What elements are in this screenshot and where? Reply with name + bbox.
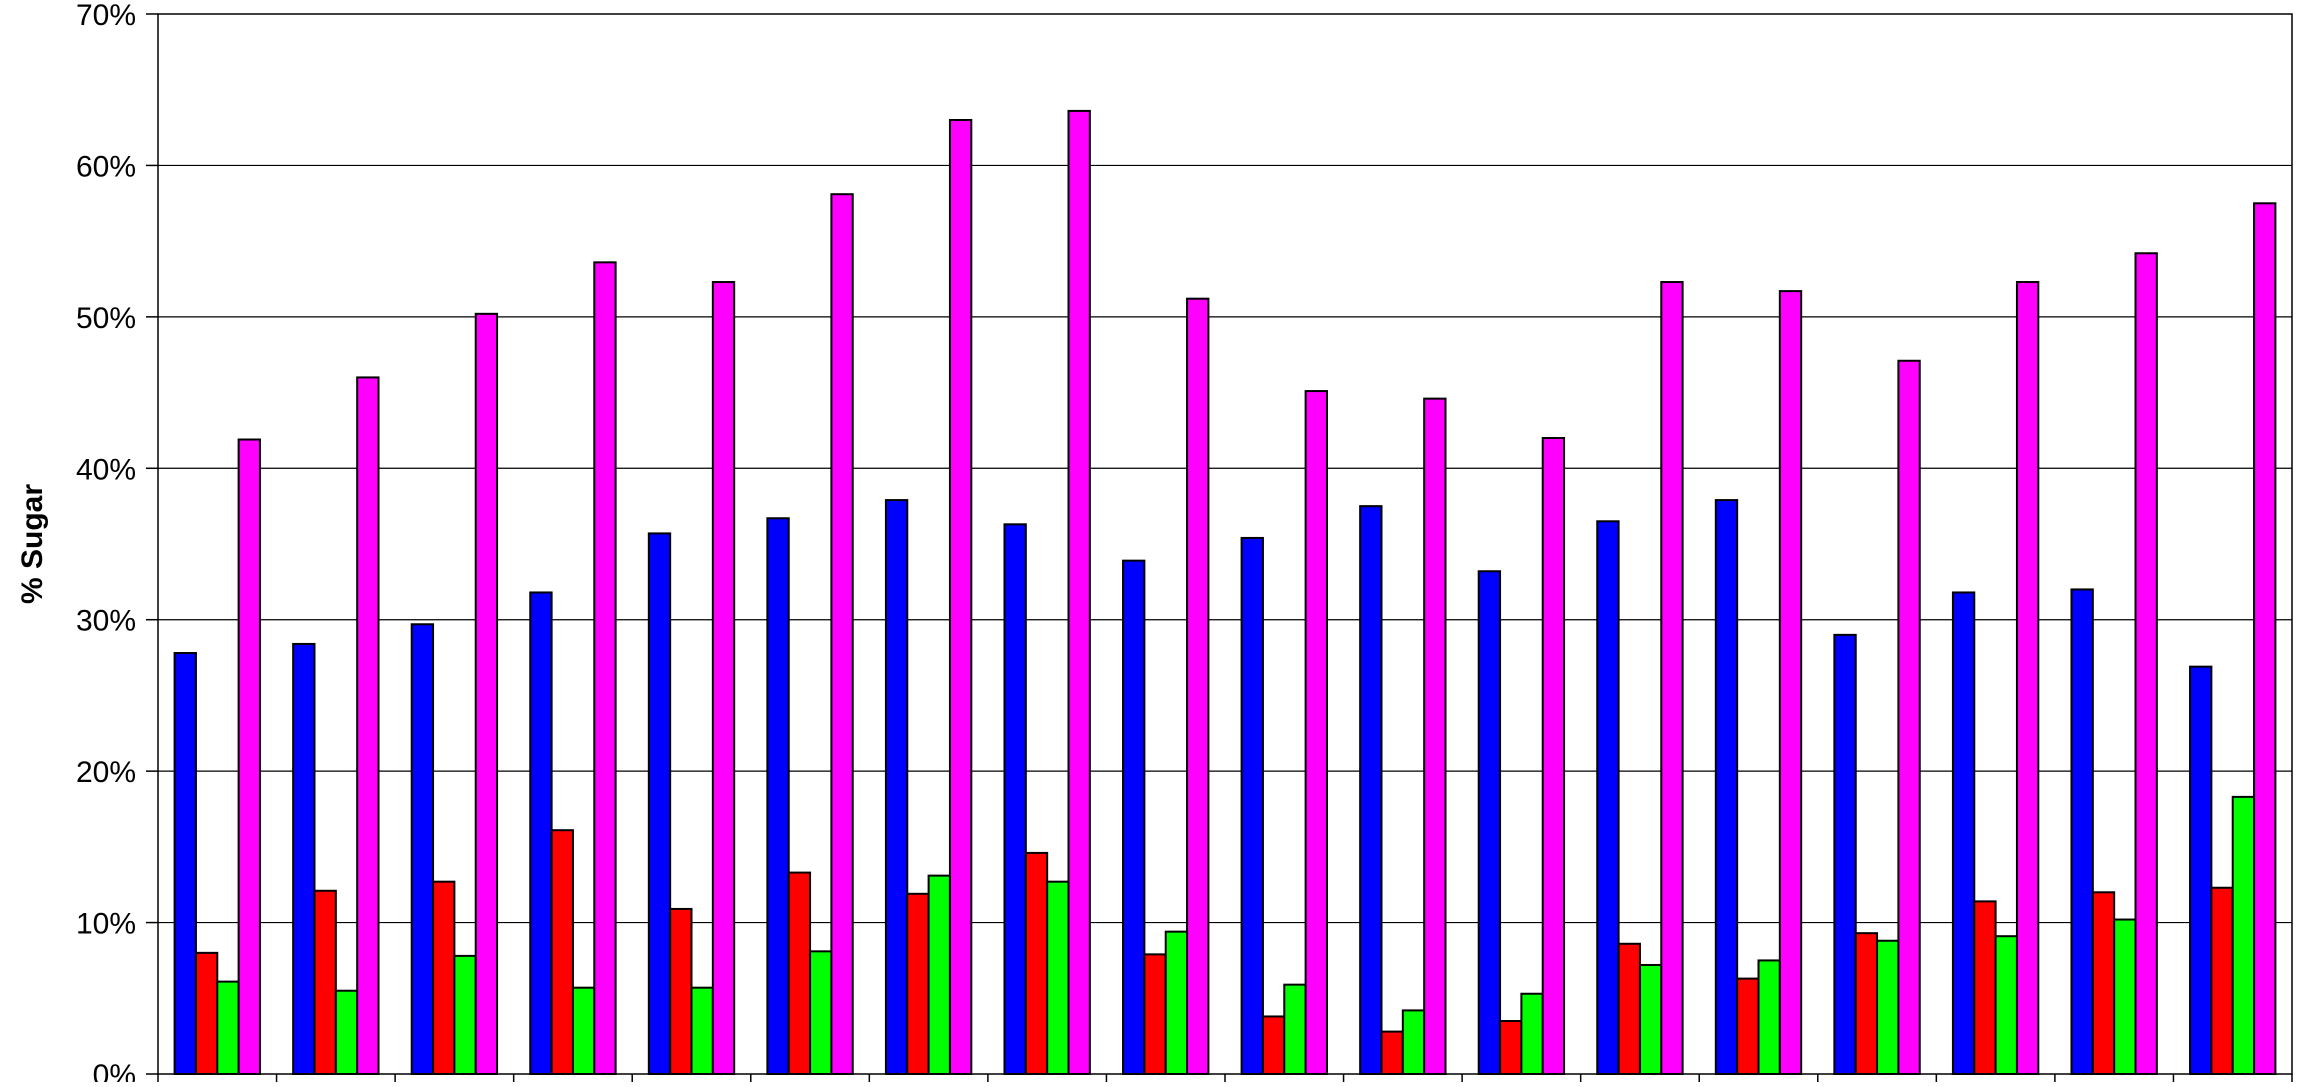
bar [809, 950, 833, 1075]
plot-frame [157, 13, 2293, 1075]
bar [1876, 939, 1900, 1075]
bar [1423, 397, 1447, 1075]
bar [1520, 992, 1544, 1075]
bar [194, 951, 219, 1075]
bar [766, 517, 790, 1075]
bar [1283, 983, 1307, 1076]
bar [690, 986, 714, 1076]
bar [356, 376, 380, 1075]
y-tick-label: 0% [93, 1059, 136, 1082]
bar [593, 261, 617, 1076]
bar [830, 193, 854, 1075]
bar [1973, 900, 1997, 1075]
y-tick-label: 50% [76, 302, 136, 335]
bar [711, 281, 736, 1075]
bar [1660, 281, 1684, 1075]
bar [1122, 559, 1146, 1075]
bar [1304, 390, 1328, 1075]
bar [1186, 297, 1210, 1075]
bar [529, 591, 553, 1075]
y-tick-label: 10% [76, 908, 136, 941]
bar [550, 829, 574, 1076]
bar [1003, 523, 1027, 1075]
bar [1897, 359, 1921, 1075]
bar [1778, 290, 1803, 1076]
bar [1757, 959, 1781, 1076]
bar [1024, 851, 1049, 1076]
bar [884, 499, 909, 1076]
y-tick-label: 20% [76, 756, 136, 789]
bar [2070, 588, 2094, 1076]
bar [1854, 932, 1879, 1076]
y-tick-label: 70% [76, 0, 136, 32]
bar [669, 907, 693, 1076]
y-tick-label: 30% [76, 605, 136, 638]
bar [1736, 977, 1760, 1075]
bar [1401, 1009, 1426, 1076]
bar [453, 954, 477, 1076]
bar [1359, 505, 1383, 1075]
bar [1951, 591, 1976, 1075]
bar [571, 986, 596, 1076]
bar [1261, 1015, 1286, 1076]
bar [2189, 665, 2213, 1076]
bar [292, 642, 316, 1075]
bar [1046, 880, 1070, 1076]
bar [2210, 886, 2234, 1075]
y-axis-label: % Sugar [16, 484, 49, 604]
gridlines [158, 164, 2292, 924]
bar [432, 880, 456, 1076]
bar [216, 980, 240, 1076]
bar [1617, 942, 1641, 1075]
bar [1067, 109, 1091, 1075]
bar [474, 312, 499, 1076]
bar [647, 532, 672, 1075]
bar [1994, 935, 2018, 1076]
bar [2134, 252, 2158, 1075]
bar [237, 438, 261, 1075]
bar [2015, 281, 2040, 1075]
bar [1714, 499, 1739, 1076]
bar [1596, 520, 1620, 1075]
bar [1833, 633, 1857, 1075]
bar [1143, 953, 1167, 1075]
y-tick-label: 40% [76, 453, 136, 486]
y-tick-label: 60% [76, 150, 136, 183]
bar [173, 652, 197, 1075]
bar [906, 892, 930, 1075]
bar [1541, 437, 1566, 1075]
bar [410, 623, 435, 1075]
bar [2113, 918, 2137, 1075]
bar [313, 889, 337, 1075]
bar [927, 874, 951, 1076]
bar [1499, 1020, 1523, 1075]
bar [1638, 963, 1663, 1076]
bar [948, 119, 973, 1075]
bar [1477, 570, 1502, 1075]
bar [334, 989, 359, 1076]
bar [2231, 795, 2256, 1076]
bar [2091, 891, 2116, 1075]
bar [1380, 1030, 1404, 1075]
bar [1164, 930, 1189, 1076]
bar [787, 871, 812, 1075]
bar [2253, 202, 2277, 1076]
bar [1240, 536, 1264, 1075]
